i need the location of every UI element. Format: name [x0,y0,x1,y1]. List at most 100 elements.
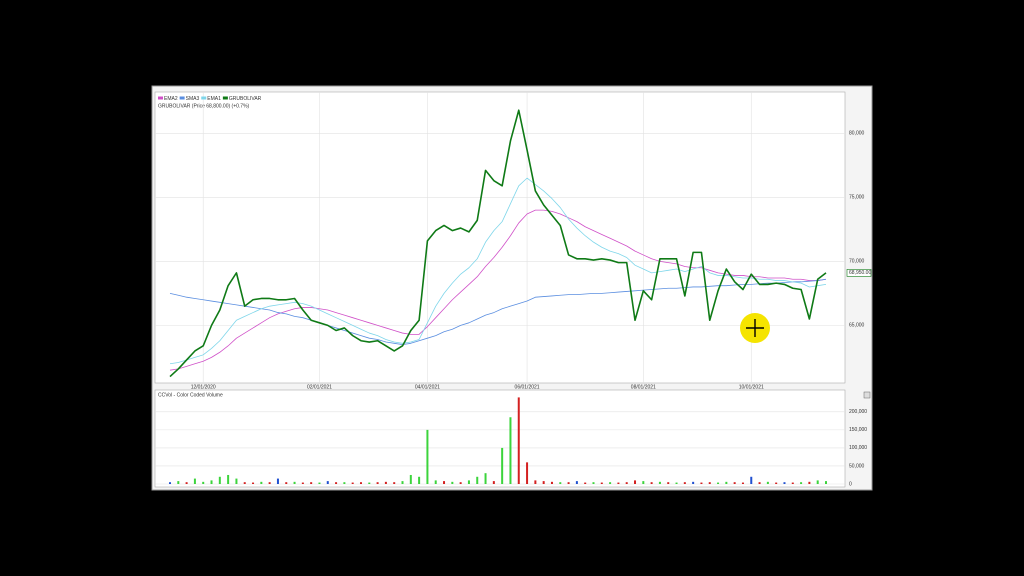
y-tick-label: 80,000 [849,131,865,137]
volume-bar [509,417,512,484]
volume-bar [459,482,462,484]
x-tick-label: 06/01/2021 [515,384,540,390]
volume-bar [783,482,786,484]
volume-bar [235,478,238,484]
panel-button[interactable] [863,391,871,399]
price-subtitle: GRUBOLIVAR (Price 68,800.00) (+0.7%) [158,103,250,109]
price-line [169,109,827,378]
volume-bar [758,482,761,484]
volume-bar [609,482,612,484]
legend-swatch [201,96,207,100]
charts: 65,000 70,000 75,000 80,000 12/01/2020 02/01/… [155,92,871,487]
volume-bar [741,482,744,484]
volume-bar [310,482,313,484]
volume-bar [808,481,811,484]
volume-title: CCVol - Color Coded Volume [158,392,223,398]
volume-bar [335,482,338,484]
volume-bar [584,482,587,484]
y-tick-label: 70,000 [849,259,865,265]
volume-bar [318,482,321,484]
volume-bar [617,482,620,484]
volume-bar [185,482,188,484]
volume-bar [600,482,603,484]
volume-bar [791,482,794,484]
volume-bar [326,481,329,484]
x-tick-label: 02/01/2021 [307,384,332,390]
volume-bar [202,481,205,484]
volume-bar [218,476,221,484]
volume-bar [642,481,645,484]
volume-bar [766,481,769,484]
volume-bar [268,482,271,484]
volume-bar [384,481,387,484]
volume-bar [467,480,470,484]
volume-bar [825,481,827,484]
volume-bar [376,482,379,484]
x-tick-label: 04/01/2021 [415,384,440,390]
price-line [169,209,827,371]
volume-bar [252,482,255,484]
price-panel [154,91,846,384]
volume-bar [700,482,703,484]
volume-bar [542,481,545,484]
volume-bar [243,482,246,484]
cursor [740,313,770,343]
volume-bar [592,482,595,484]
volume-bar [517,397,520,484]
y-tick-label: 75,000 [849,195,865,201]
y-tick-label: 200,000 [849,409,867,415]
volume-bar [708,482,711,484]
volume-bar [575,481,578,484]
volume-bar [625,482,628,484]
volume-bar [169,482,171,484]
volume-bar [501,447,504,484]
volume-bar [443,481,446,484]
volume-bar [692,481,695,484]
volume-bar [750,476,753,484]
volume-bar [484,473,487,484]
volume-bar [418,476,421,484]
volume-bar [301,482,304,484]
volume-panel [154,389,846,488]
volume-bar [359,482,362,484]
volume-bar [667,482,670,484]
volume-bar [675,482,678,484]
volume-bar [559,482,562,484]
volume-bar [260,481,263,484]
volume-bar [526,462,529,484]
volume-bar [276,478,279,484]
legend-label: EMA1 [207,96,221,102]
volume-bar [293,481,296,484]
volume-bar [550,481,553,484]
y-tick-label: 100,000 [849,445,867,451]
volume-bar [368,482,371,484]
volume-bar [534,480,537,484]
y-tick-label: 50,000 [849,463,865,469]
volume-bar [426,429,429,484]
y-tick-label: 150,000 [849,427,867,433]
price-line [169,177,827,365]
volume-bar [210,480,213,484]
volume-bar [285,482,288,484]
x-tick-label: 12/01/2020 [191,384,216,390]
volume-bar [401,481,404,484]
volume-bar [227,474,230,484]
legend-swatch [179,96,185,100]
volume-bar [800,482,803,484]
volume-bar [634,480,637,484]
volume-bar [492,481,495,484]
volume-bar [725,481,728,484]
volume-bar [476,476,479,484]
volume-bar [650,482,653,484]
y-tick-label: 0 [849,481,852,487]
volume-bar [193,478,196,484]
x-tick-label: 10/01/2021 [739,384,764,390]
price-line [169,278,827,345]
legend-label: GRUBOLIVAR [229,96,262,102]
volume-bar [717,482,720,484]
legend-swatch [222,96,228,100]
volume-bar [816,480,819,484]
volume-bar [683,482,686,484]
